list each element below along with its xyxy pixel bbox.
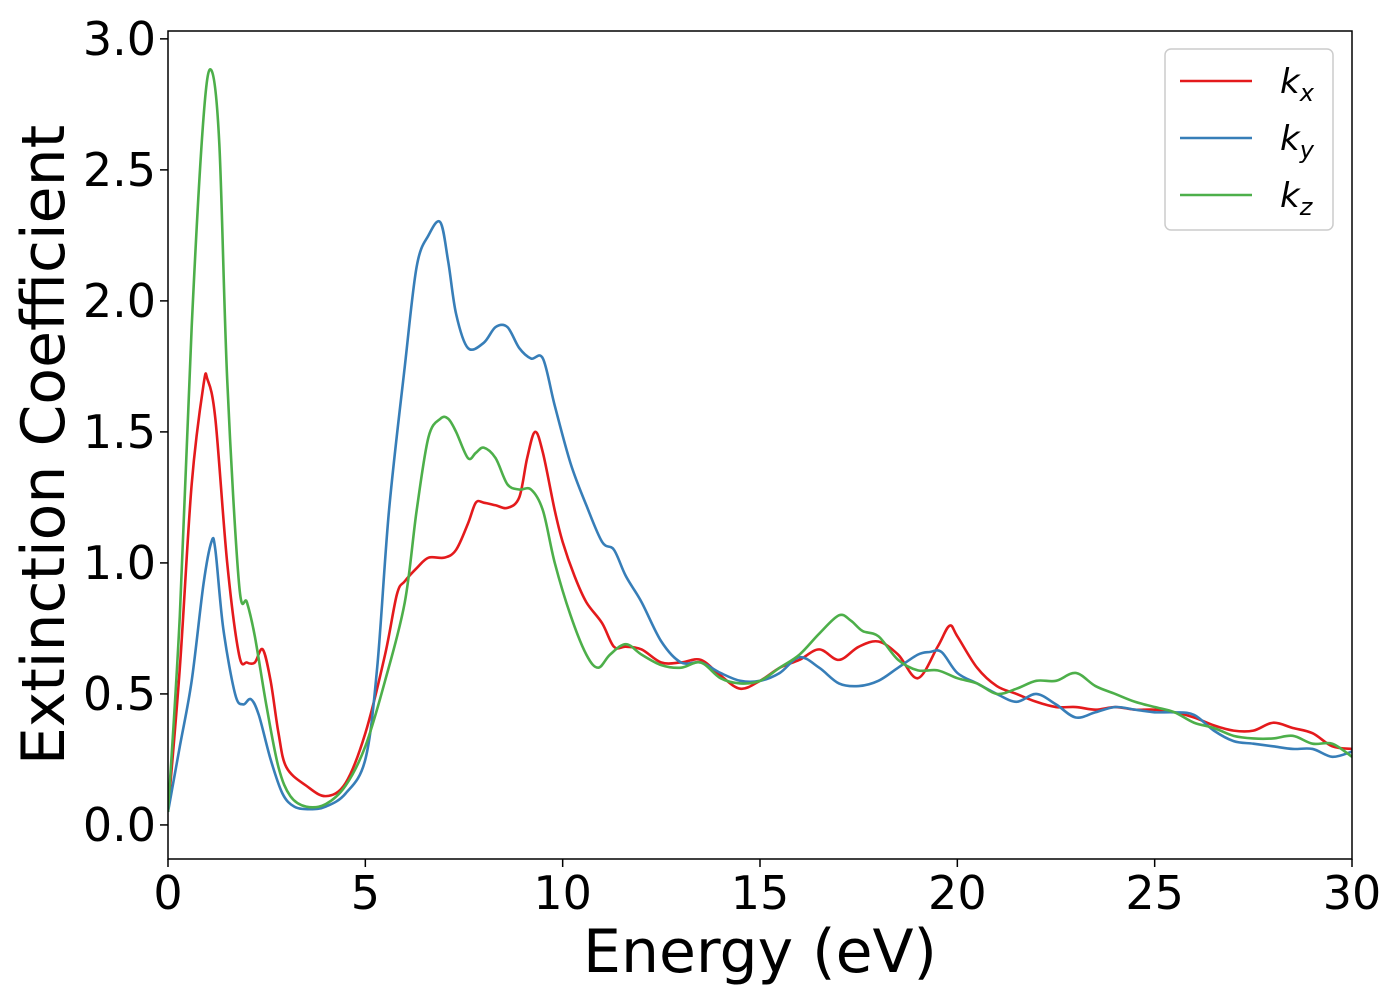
series-line-x bbox=[168, 372, 1352, 812]
x-tick-label: 25 bbox=[1125, 866, 1184, 920]
legend-label-z: kz bbox=[1280, 176, 1314, 221]
y-tick-label: 1.5 bbox=[83, 405, 156, 459]
y-tick-label: 2.0 bbox=[83, 274, 156, 328]
x-tick-label: 0 bbox=[153, 866, 182, 920]
y-tick-label: 1.0 bbox=[83, 536, 156, 590]
y-tick-label: 2.5 bbox=[83, 143, 156, 197]
series-line-z bbox=[168, 68, 1352, 812]
x-tick-label: 5 bbox=[351, 866, 380, 920]
legend-label-y: ky bbox=[1280, 119, 1315, 164]
legend: kx ky kz bbox=[1164, 48, 1334, 231]
series-line-y bbox=[168, 219, 1352, 813]
legend-label-x: kx bbox=[1280, 62, 1315, 107]
plot-frame bbox=[167, 30, 1353, 860]
series-lines bbox=[168, 68, 1352, 813]
y-tick-label: 0.5 bbox=[83, 667, 156, 721]
y-tick-label: 3.0 bbox=[83, 12, 156, 66]
x-tick-label: 20 bbox=[928, 866, 987, 920]
axis-ticks: 0 5 10 15 20 25 30 0.0 0.5 1.0 1.5 2.0 2.5 3.0 bbox=[83, 12, 1381, 920]
legend-box bbox=[1164, 48, 1334, 231]
x-tick-label: 10 bbox=[533, 866, 592, 920]
x-tick-label: 15 bbox=[731, 866, 790, 920]
y-tick-label: 0.0 bbox=[83, 798, 156, 852]
y-axis-label: Extinction Coefficient bbox=[9, 125, 79, 765]
x-tick-label: 30 bbox=[1323, 866, 1382, 920]
x-axis-label: Energy (eV) bbox=[583, 917, 937, 987]
